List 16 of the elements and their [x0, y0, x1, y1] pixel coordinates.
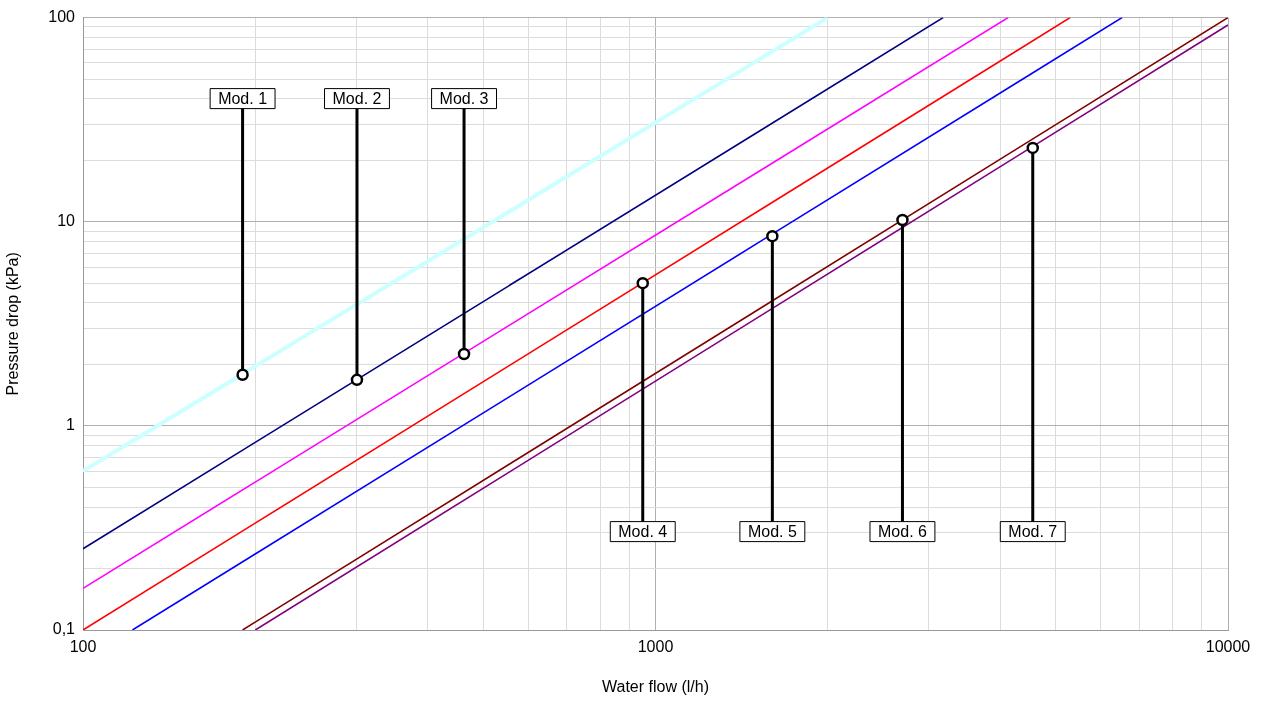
y-tick-label: 0,1 [52, 620, 76, 638]
annotation: Mod. 4 [618, 523, 668, 541]
annotation: Mod. 1 [218, 90, 268, 108]
x-axis-title: Water flow (l/h) [602, 677, 709, 695]
annotation: Mod. 5 [747, 523, 797, 541]
y-tick-label: 10 [57, 212, 76, 230]
y-tick-label: 1 [66, 416, 76, 434]
annotation: Mod. 7 [1008, 523, 1058, 541]
annotation: Mod. 3 [439, 90, 489, 108]
x-tick-label: 10000 [1205, 638, 1251, 656]
annotation: Mod. 6 [877, 523, 928, 541]
annotation: Mod. 2 [332, 90, 382, 108]
y-tick-label: 100 [48, 8, 76, 26]
x-tick-label: 100 [69, 638, 97, 656]
y-axis-title: Pressure drop (kPa) [4, 252, 22, 396]
x-tick-label: 1000 [637, 638, 674, 656]
